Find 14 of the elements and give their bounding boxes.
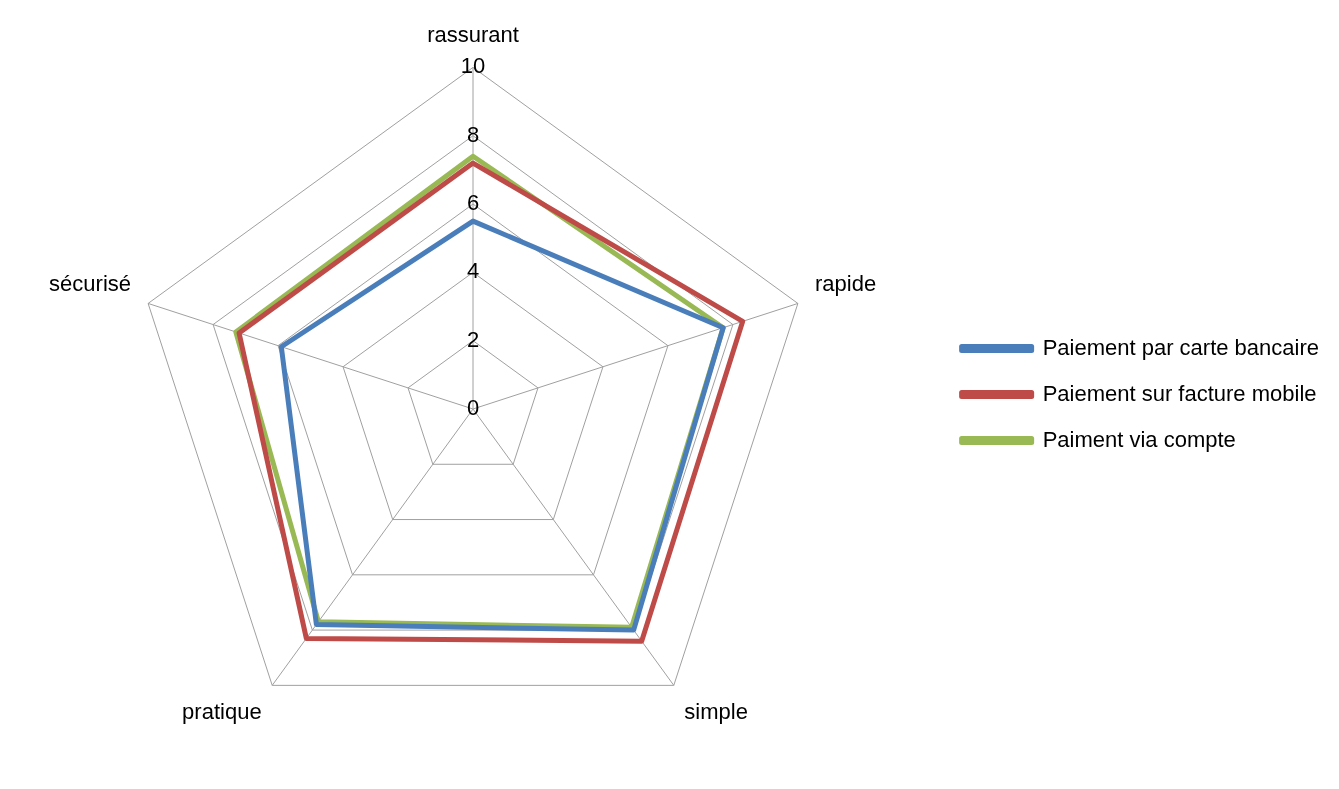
y-tick-label: 0 (466, 395, 480, 421)
spoke-label: rapide (815, 270, 877, 296)
y-tick-label: 2 (466, 326, 480, 352)
legend-label: Paiement sur facture mobile (1042, 380, 1317, 406)
y-tick-label: 10 (460, 53, 486, 79)
spoke-label: sécurisé (49, 270, 131, 296)
y-tick-label: 4 (466, 258, 480, 284)
spoke-label: simple (684, 699, 748, 725)
spoke-label: rassurant (427, 22, 519, 48)
legend-label: Paiment via compte (1042, 426, 1236, 452)
y-tick-label: 8 (466, 121, 480, 147)
legend-label: Paiement par carte bancaire (1042, 334, 1319, 360)
spoke-label: pratique (182, 699, 262, 725)
y-tick-label: 6 (466, 190, 480, 216)
